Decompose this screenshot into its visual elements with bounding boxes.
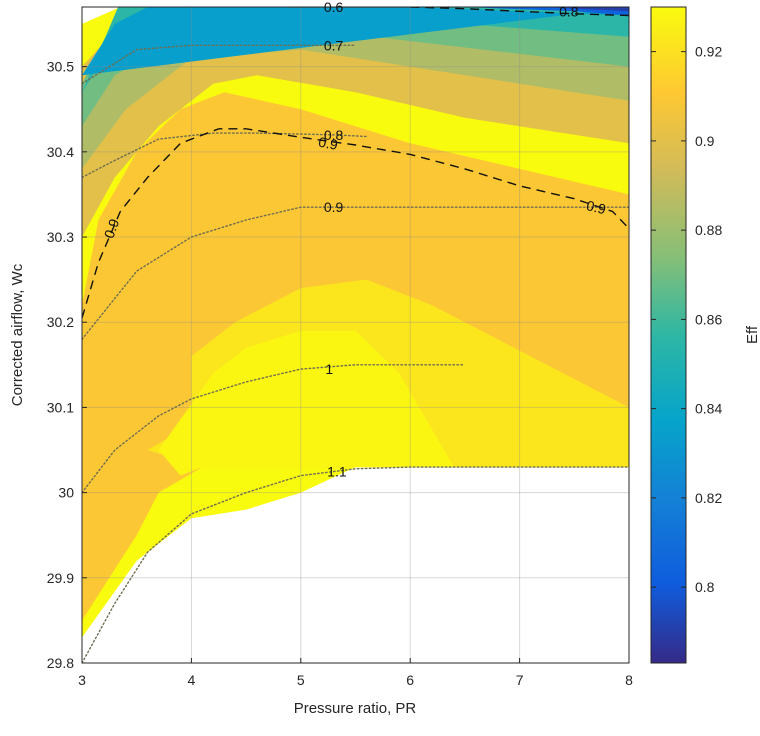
contour-label: 0.9 [101, 216, 123, 240]
y-tick-label: 29.9 [47, 570, 74, 586]
y-axis-label: Corrected airflow, Wc [9, 263, 26, 406]
x-tick-label: 8 [625, 672, 633, 688]
dotted-contour-line [82, 364, 466, 494]
x-tick-label: 7 [516, 672, 524, 688]
dashed-contour-line [82, 128, 629, 319]
colorbar-tick-label: 0.84 [695, 401, 722, 417]
x-tick-label: 3 [78, 672, 86, 688]
y-tick-label: 29.8 [47, 655, 74, 671]
filled-region-8 [82, 7, 629, 76]
filled-region-10 [541, 7, 629, 12]
x-tick-label: 6 [406, 672, 414, 688]
dotted-contour-line [82, 206, 629, 340]
contour-label: 1.1 [327, 463, 347, 479]
contour-label: 0.9 [317, 134, 339, 153]
filled-region-6 [82, 7, 629, 127]
contour-label: 0.9 [324, 199, 344, 215]
dotted-contour-line [82, 44, 357, 85]
y-tick-label: 30.4 [47, 144, 74, 160]
y-tick-label: 30.5 [47, 59, 74, 75]
colorbar-tick-label: 0.92 [695, 44, 722, 60]
colorbar-tick-label: 0.82 [695, 490, 722, 506]
colorbar-tick-label: 0.86 [695, 311, 722, 327]
y-tick-label: 30 [58, 485, 74, 501]
contour-label: 0.8 [559, 3, 579, 19]
contour-label: 0.8 [324, 127, 344, 143]
contour-label: 0.7 [324, 37, 344, 53]
y-tick-label: 30.2 [47, 314, 74, 330]
colorbar-label: Eff [744, 325, 760, 344]
dotted-contour-line [82, 132, 368, 179]
dashed-contour-line [410, 7, 629, 17]
colorbar [650, 6, 687, 664]
colorbar-tick-label: 0.9 [695, 133, 715, 149]
plot-frame [81, 6, 630, 664]
contour-label: 0.9 [585, 197, 608, 217]
filled-region-3 [158, 330, 454, 476]
colorbar-tick-label: 0.88 [695, 222, 722, 238]
x-tick-label: 5 [297, 672, 305, 688]
contour-label: 0.6 [324, 0, 344, 15]
x-axis-label: Pressure ratio, PR [294, 700, 417, 717]
contour-label: 1 [325, 361, 333, 377]
colorbar-tick-label: 0.8 [695, 579, 715, 595]
y-tick-label: 30.3 [47, 229, 74, 245]
y-tick-label: 30.1 [47, 399, 74, 415]
dotted-contour-line [82, 466, 629, 663]
x-tick-label: 4 [188, 672, 196, 688]
